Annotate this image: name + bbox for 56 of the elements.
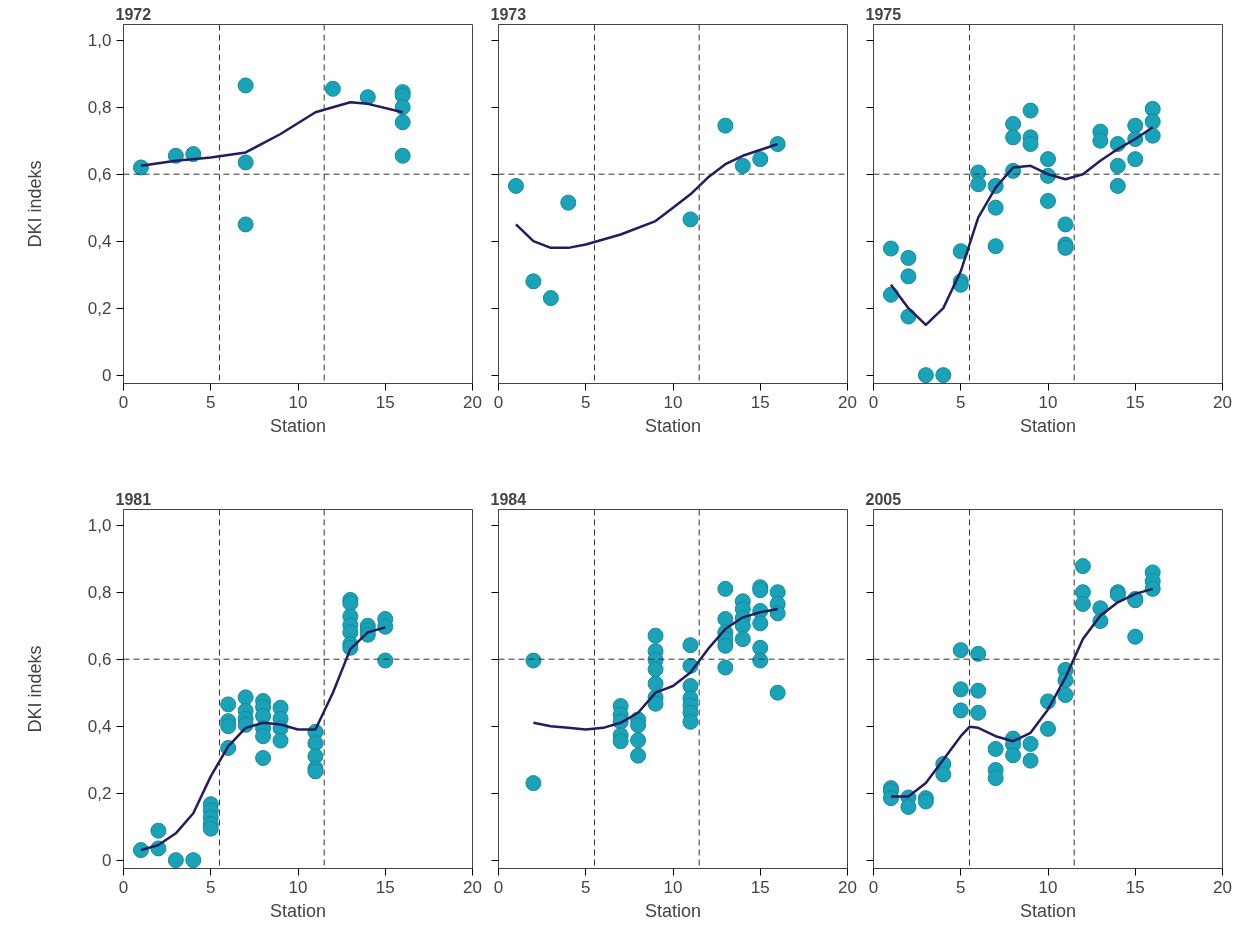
- x-tick-label: 20: [1213, 877, 1232, 897]
- x-tick-label: 15: [750, 877, 770, 897]
- x-tick-label: 15: [750, 392, 770, 412]
- x-tick-label: 10: [663, 877, 683, 897]
- chart-title: 1984: [490, 490, 527, 508]
- y-tick-label: 0: [102, 851, 112, 871]
- x-tick-label: 0: [118, 877, 129, 897]
- x-tick-label: 15: [1125, 877, 1145, 897]
- chart-title: 1972: [115, 5, 152, 23]
- x-tick-label: 20: [838, 877, 857, 897]
- x-tick-label: 0: [868, 392, 879, 412]
- x-tick-label: 5: [956, 877, 966, 897]
- x-axis-title: Station: [644, 415, 702, 436]
- x-tick-label: 5: [581, 877, 591, 897]
- x-tick-label: 0: [118, 392, 129, 412]
- x-tick-label: 15: [375, 877, 395, 897]
- x-tick-label: 0: [868, 877, 879, 897]
- x-tick-label: 20: [463, 392, 482, 412]
- x-axis-title: Station: [269, 900, 327, 921]
- x-tick-label: 20: [1213, 392, 1232, 412]
- x-tick-label: 15: [375, 392, 395, 412]
- x-axis-title: Station: [644, 900, 702, 921]
- chart-title: 1973: [490, 5, 527, 23]
- chart-title: 1981: [115, 490, 152, 508]
- y-tick-label: 0,6: [87, 650, 112, 670]
- y-tick-label: 0,2: [87, 299, 112, 319]
- y-tick-label: 0,8: [87, 98, 112, 118]
- x-tick-label: 10: [288, 877, 308, 897]
- x-tick-label: 10: [1038, 877, 1058, 897]
- x-tick-label: 5: [956, 392, 966, 412]
- x-tick-label: 10: [288, 392, 308, 412]
- y-axis-title: DKI indeks: [24, 160, 45, 248]
- chart-title: 2005: [865, 490, 902, 508]
- chart-title: 1975: [865, 5, 902, 23]
- y-tick-label: 0,2: [87, 784, 112, 804]
- y-tick-label: 0,4: [87, 717, 112, 737]
- x-tick-label: 10: [1038, 392, 1058, 412]
- x-tick-label: 5: [206, 877, 216, 897]
- y-tick-label: 0: [102, 366, 112, 386]
- x-tick-label: 5: [206, 392, 216, 412]
- x-tick-label: 0: [493, 392, 504, 412]
- y-tick-label: 0,8: [87, 583, 112, 603]
- x-axis-title: Station: [269, 415, 327, 436]
- x-tick-label: 0: [493, 877, 504, 897]
- x-axis-title: Station: [1019, 900, 1077, 921]
- y-tick-label: 0,6: [87, 165, 112, 185]
- x-tick-label: 10: [663, 392, 683, 412]
- x-tick-label: 5: [581, 392, 591, 412]
- x-tick-label: 20: [838, 392, 857, 412]
- x-tick-label: 20: [463, 877, 482, 897]
- y-tick-label: 0,4: [87, 232, 112, 252]
- x-tick-label: 15: [1125, 392, 1145, 412]
- y-axis-title: DKI indeks: [24, 645, 45, 733]
- y-tick-label: 1,0: [87, 31, 112, 51]
- y-tick-label: 1,0: [87, 516, 112, 536]
- x-axis-title: Station: [1019, 415, 1077, 436]
